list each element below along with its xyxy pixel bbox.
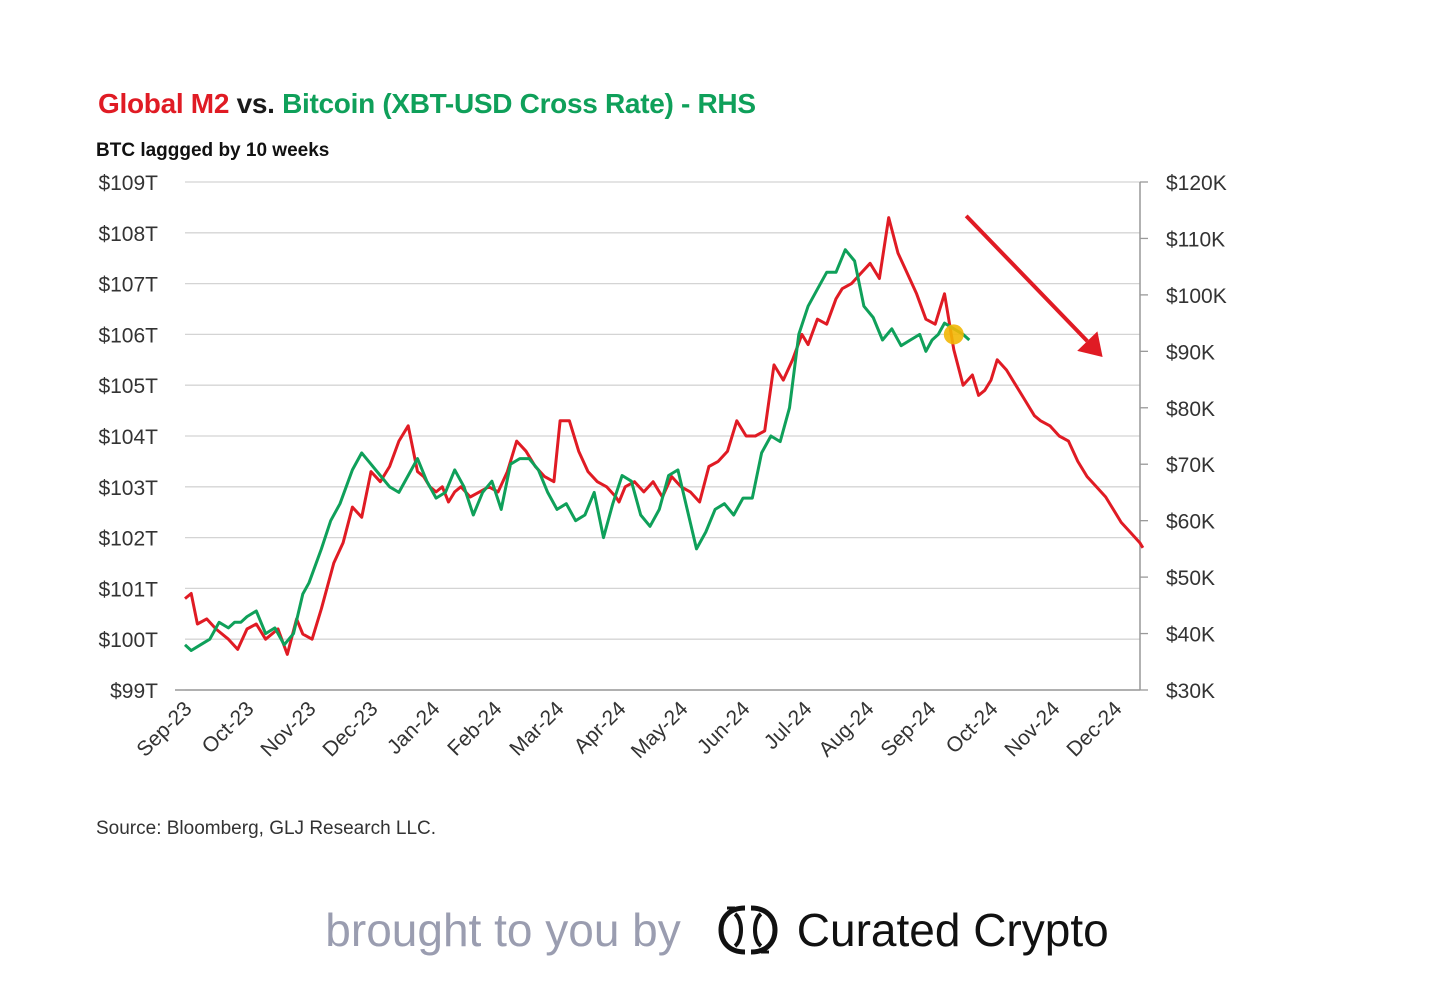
right-axis-ticks: $30K $40K $50K $60K $70K $80K $90K $100K $110K $1… (1140, 172, 1227, 703)
chart-title: Global M2 vs. Bitcoin (XBT-USD Cross Rat… (98, 88, 756, 120)
right-tick-label: $120K (1166, 172, 1227, 195)
left-tick-label: $102T (98, 528, 158, 551)
x-tick-label: Oct-24 (942, 697, 1003, 758)
x-tick-label: Apr-24 (570, 697, 631, 758)
x-tick-label: Nov-23 (256, 697, 320, 761)
right-tick-label: $110K (1166, 228, 1225, 251)
chart-source: Source: Bloomberg, GLJ Research LLC. (96, 818, 437, 839)
x-tick-label: Oct-23 (198, 697, 259, 758)
right-tick-label: $70K (1166, 454, 1215, 477)
axes (175, 182, 1141, 691)
x-tick-label: Aug-24 (814, 697, 878, 761)
x-tick-label: May-24 (627, 697, 693, 763)
x-tick-label: Nov-24 (1000, 697, 1064, 761)
left-tick-label: $100T (98, 629, 158, 652)
footer-brand: Curated Crypto (796, 904, 1109, 956)
chart-subtitle: BTC laggged by 10 weeks (96, 140, 330, 161)
right-tick-label: $60K (1166, 511, 1215, 534)
x-tick-label: Jul-24 (760, 697, 817, 754)
highlight-marker (943, 324, 964, 345)
left-tick-label: $101T (98, 578, 158, 601)
trend-arrow-head (1077, 331, 1103, 357)
trend-arrow-shaft (964, 214, 1089, 343)
gridlines (185, 181, 1140, 691)
chart-frame (80, 80, 1230, 845)
left-tick-label: $106T (98, 324, 158, 347)
footer: brought to you by Curated Crypto (0, 895, 1434, 965)
annotation-layer (943, 214, 1103, 357)
chart-svg: $99T $100T $101T $102T $103T $104T $105T $106T $… (98, 172, 1227, 763)
x-tick-label: Mar-24 (505, 697, 569, 761)
series-layer (183, 216, 1145, 656)
left-tick-label: $109T (98, 172, 158, 195)
x-tick-label: Jan-24 (383, 697, 445, 759)
x-tick-label: Sep-24 (876, 697, 940, 761)
title-vs: vs. (236, 88, 275, 119)
curated-crypto-logo-icon (718, 905, 778, 955)
right-tick-label: $30K (1166, 680, 1215, 703)
left-tick-label: $99T (110, 680, 158, 703)
x-tick-label: Dec-24 (1062, 697, 1126, 761)
x-tick-label: Sep-23 (132, 697, 196, 761)
x-tick-label: Feb-24 (443, 697, 507, 761)
left-axis-ticks: $99T $100T $101T $102T $103T $104T $105T $106T $… (98, 172, 158, 703)
right-tick-label: $40K (1166, 624, 1215, 647)
title-bitcoin: Bitcoin (XBT-USD Cross Rate) - RHS (282, 88, 756, 119)
right-tick-label: $90K (1166, 341, 1215, 364)
left-tick-label: $104T (98, 426, 158, 449)
left-tick-label: $108T (98, 223, 158, 246)
right-tick-label: $100K (1166, 285, 1227, 308)
right-tick-label: $80K (1166, 398, 1215, 421)
left-tick-label: $105T (98, 375, 158, 398)
x-tick-label: Dec-23 (318, 697, 382, 761)
title-m2: Global M2 (98, 88, 230, 119)
left-tick-label: $103T (98, 477, 158, 500)
x-tick-label: Jun-24 (693, 697, 755, 759)
left-tick-label: $107T (98, 274, 158, 297)
right-tick-label: $50K (1166, 567, 1215, 590)
footer-prefix: brought to you by (325, 904, 681, 956)
